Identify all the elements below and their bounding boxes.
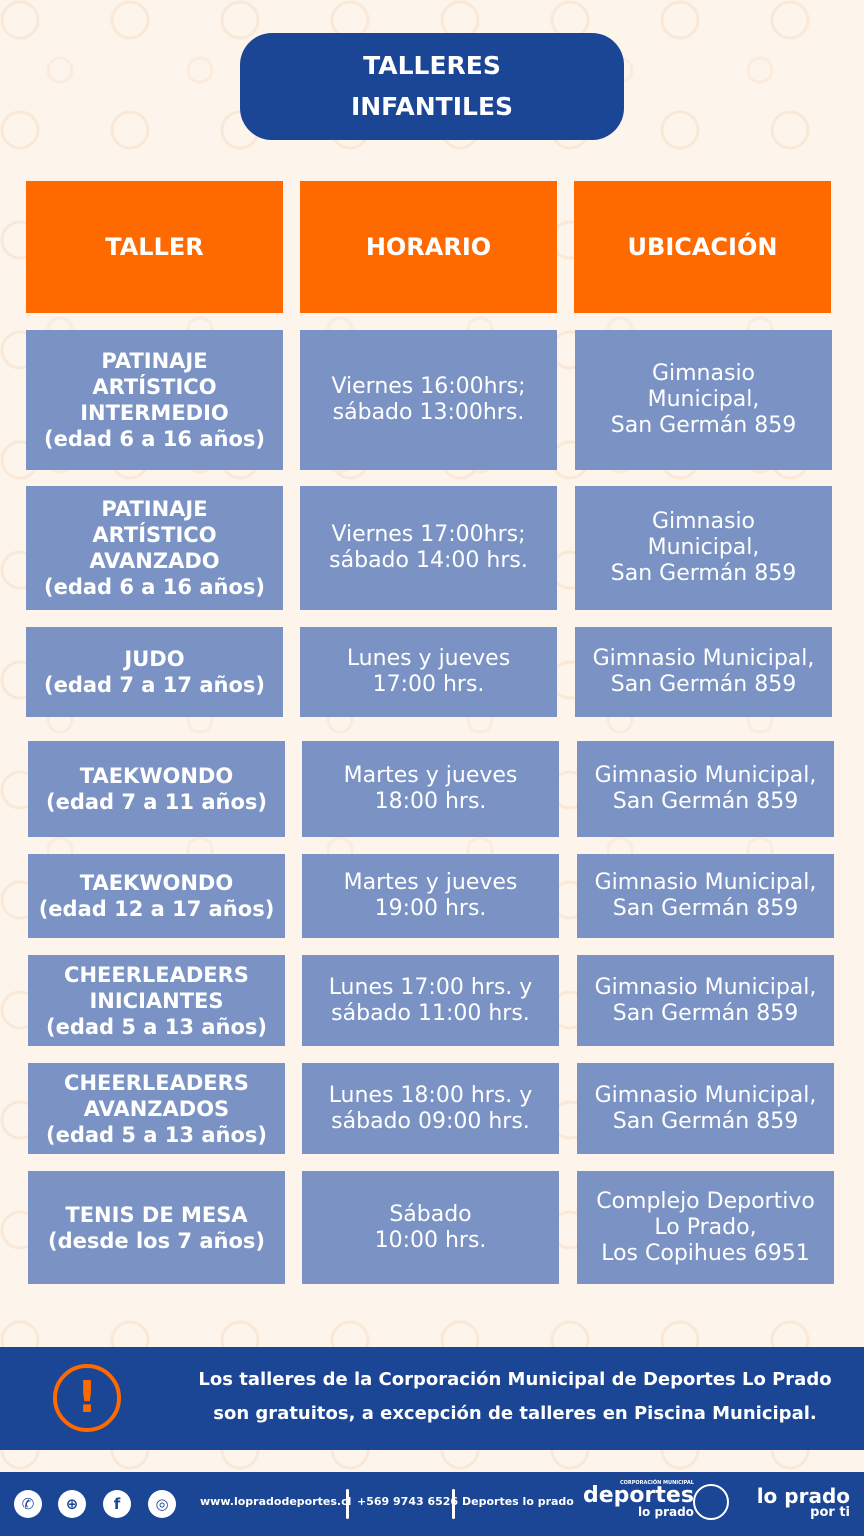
phone-number: +569 9743 6526 <box>357 1495 459 1508</box>
runner-logo-icon <box>693 1484 729 1520</box>
brand-main-text: lo prado <box>756 1484 850 1508</box>
exclamation-circle-icon: ! <box>53 1364 121 1432</box>
header-ubicacion: UBICACIÓN <box>574 181 831 313</box>
cell-taller: CHEERLEADERS AVANZADOS (edad 5 a 13 años… <box>28 1063 285 1154</box>
cell-horario: Lunes 17:00 hrs. y sábado 11:00 hrs. <box>302 955 559 1046</box>
cell-horario: Sábado 10:00 hrs. <box>302 1171 559 1284</box>
cell-taller: PATINAJE ARTÍSTICO AVANZADO (edad 6 a 16… <box>26 486 283 610</box>
brand-sub-text: por ti <box>810 1505 850 1520</box>
header-taller: TALLER <box>26 181 283 313</box>
social-handle: Deportes lo prado <box>462 1495 574 1508</box>
instagram-icon[interactable]: ◎ <box>148 1490 176 1518</box>
cell-taller: CHEERLEADERS INICIANTES (edad 5 a 13 año… <box>28 955 285 1046</box>
cell-ubicacion: Gimnasio Municipal, San Germán 859 <box>577 1063 834 1154</box>
facebook-icon[interactable]: f <box>103 1490 131 1518</box>
notice-banner: ! Los talleres de la Corporación Municip… <box>0 1347 864 1450</box>
notice-text: Los talleres de la Corporación Municipal… <box>198 1369 832 1424</box>
cell-horario: Viernes 17:00hrs; sábado 14:00 hrs. <box>300 486 557 610</box>
cell-horario: Martes y jueves 18:00 hrs. <box>302 741 559 837</box>
footer: ✆ ⊕ f ◎ www.lopradodeportes.cl +569 9743… <box>0 1472 864 1536</box>
cell-taller: PATINAJE ARTÍSTICO INTERMEDIO (edad 6 a … <box>26 330 283 470</box>
cell-ubicacion: Gimnasio Municipal, San Germán 859 <box>575 627 832 717</box>
cell-horario: Lunes y jueves 17:00 hrs. <box>300 627 557 717</box>
header-horario: HORARIO <box>300 181 557 313</box>
cell-ubicacion: Gimnasio Municipal, San Germán 859 <box>577 854 834 938</box>
cell-taller: TENIS DE MESA (desde los 7 años) <box>28 1171 285 1284</box>
divider <box>452 1489 455 1519</box>
cell-horario: Viernes 16:00hrs; sábado 13:00hrs. <box>300 330 557 470</box>
cell-ubicacion: Gimnasio Municipal, San Germán 859 <box>575 330 832 470</box>
cell-ubicacion: Complejo Deportivo Lo Prado, Los Copihue… <box>577 1171 834 1284</box>
cell-taller: TAEKWONDO (edad 7 a 11 años) <box>28 741 285 837</box>
lo-prado-logo: lo prado por ti <box>757 1486 850 1520</box>
whatsapp-icon[interactable]: ✆ <box>14 1490 42 1518</box>
cell-ubicacion: Gimnasio Municipal, San Germán 859 <box>575 486 832 610</box>
logo-main-text: deportes <box>583 1483 694 1508</box>
logo-small-text: CORPORACIÓN MUNICIPAL <box>619 1480 694 1486</box>
page-title: TALLERES INFANTILES <box>240 33 624 140</box>
divider <box>346 1489 349 1519</box>
cell-horario: Martes y jueves 19:00 hrs. <box>302 854 559 938</box>
cell-taller: JUDO (edad 7 a 17 años) <box>26 627 283 717</box>
deportes-logo: CORPORACIÓN MUNICIPAL deportes lo prado <box>583 1480 694 1519</box>
cell-horario: Lunes 18:00 hrs. y sábado 09:00 hrs. <box>302 1063 559 1154</box>
cell-ubicacion: Gimnasio Municipal, San Germán 859 <box>577 741 834 837</box>
website-link[interactable]: www.lopradodeportes.cl <box>200 1495 352 1508</box>
cell-ubicacion: Gimnasio Municipal, San Germán 859 <box>577 955 834 1046</box>
globe-icon[interactable]: ⊕ <box>58 1490 86 1518</box>
cell-taller: TAEKWONDO (edad 12 a 17 años) <box>28 854 285 938</box>
logo-sub-text: lo prado <box>637 1505 694 1519</box>
